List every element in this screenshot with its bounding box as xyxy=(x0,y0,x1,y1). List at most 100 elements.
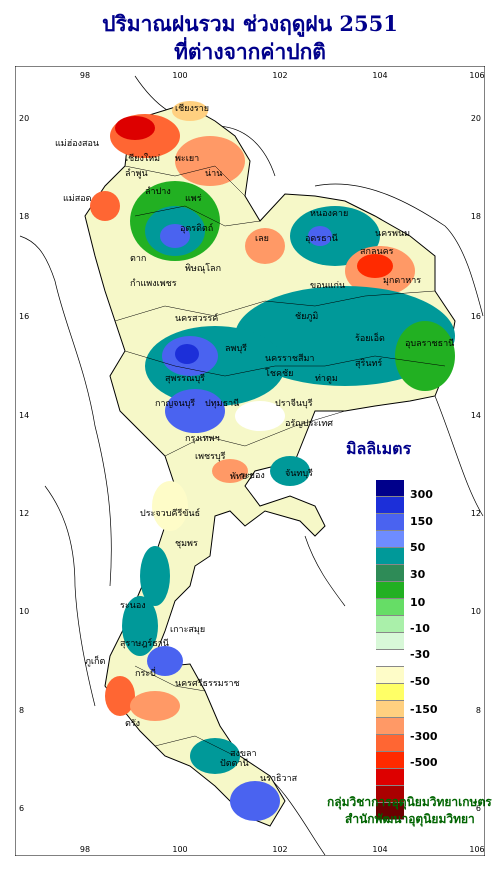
place-label: ลำพูน xyxy=(125,168,148,179)
place-label: ตาก xyxy=(130,254,146,264)
place-label: เชียงราย xyxy=(175,103,209,114)
place-label: ภูเก็ต xyxy=(85,654,105,667)
y-tick-left-16: 16 xyxy=(19,312,29,321)
place-label: สงขลา xyxy=(230,749,257,759)
place-label: โชคชัย xyxy=(265,368,293,379)
legend-label: -300 xyxy=(410,730,438,743)
legend-label: 150 xyxy=(410,515,433,528)
x-tick-bottom-102: 102 xyxy=(272,845,287,854)
place-label: นครพนม xyxy=(375,229,410,239)
map-subtitle: ที่ต่างจากค่าปกติ xyxy=(174,39,326,64)
place-label: อุบลราชธานี xyxy=(405,338,454,349)
legend-swatch xyxy=(376,701,404,718)
legend-swatch xyxy=(376,514,404,531)
y-axis-ticks-left: 20 18 16 14 12 10 8 6 xyxy=(19,114,29,813)
place-label: จันทบุรี xyxy=(285,468,313,479)
anomaly-fields xyxy=(90,101,455,821)
y-tick-left-14: 14 xyxy=(19,411,29,420)
legend-title: มิลลิเมตร xyxy=(346,439,412,458)
place-label: สุราษฎร์ธานี xyxy=(120,637,169,649)
place-label: กาญจนบุรี xyxy=(155,398,195,409)
legend-label: -500 xyxy=(410,756,438,769)
place-label: ร้อยเอ็ด xyxy=(355,331,385,344)
place-label: สุพรรณบุรี xyxy=(165,373,205,384)
place-label: นครสวรรค์ xyxy=(175,312,218,324)
legend-label: -50 xyxy=(410,675,430,688)
place-label: ระนอง xyxy=(120,601,146,611)
place-label: เชียงใหม่ xyxy=(125,153,160,164)
legend-label: 30 xyxy=(410,568,426,581)
place-label: กำแพงเพชร xyxy=(130,278,177,289)
legend-label: -30 xyxy=(410,648,430,661)
place-label: อุดรธานี xyxy=(305,233,338,244)
place-label: เพชรบุรี xyxy=(195,451,226,462)
map-title: ปริมาณฝนรวม ช่วงฤดูฝน 2551 xyxy=(102,11,398,36)
place-label: ระยอง xyxy=(240,471,265,481)
y-tick-right-10: 10 xyxy=(471,607,481,616)
place-label: ท่าตูม xyxy=(315,374,338,384)
place-label: ปทุมธานี xyxy=(205,398,239,409)
place-label: ปราจีนบุรี xyxy=(275,398,313,409)
place-label: มุกดาหาร xyxy=(383,276,421,286)
legend-swatch xyxy=(376,769,404,786)
y-axis-ticks-right: 20 18 16 14 12 10 8 6 xyxy=(471,114,481,813)
place-label: พิษณุโลก xyxy=(185,263,221,274)
y-tick-left-12: 12 xyxy=(19,509,29,518)
y-tick-left-20: 20 xyxy=(19,114,29,123)
legend-swatch xyxy=(376,616,404,633)
x-tick-top-100: 100 xyxy=(172,71,187,80)
x-tick-bottom-104: 104 xyxy=(372,845,387,854)
legend-swatch xyxy=(376,497,404,514)
y-tick-left-18: 18 xyxy=(19,212,29,221)
legend-swatch xyxy=(376,803,404,820)
y-tick-right-16: 16 xyxy=(471,312,481,321)
place-label: แพร่ xyxy=(185,194,202,204)
place-label: นครศรีธรรมราช xyxy=(175,678,240,689)
y-tick-right-20: 20 xyxy=(471,114,481,123)
legend-label: -10 xyxy=(410,622,430,635)
province-borders xyxy=(114,165,446,757)
x-axis-ticks-bottom: 98 100 102 104 106 xyxy=(80,845,485,854)
place-label: กระบี่ xyxy=(135,666,156,679)
x-tick-top-98: 98 xyxy=(80,71,90,80)
place-label: นราธิวาส xyxy=(260,773,298,784)
place-label: หนองคาย xyxy=(310,209,348,219)
place-label: แม่สอด xyxy=(63,194,92,204)
place-label: ชุมพร xyxy=(175,539,198,549)
legend-swatch xyxy=(376,752,404,769)
place-label: ชัยภูมิ xyxy=(295,311,318,322)
legend-swatch xyxy=(376,531,404,548)
legend-swatch xyxy=(376,599,404,616)
place-label: ตรัง xyxy=(125,719,140,729)
y-tick-left-10: 10 xyxy=(19,607,29,616)
place-label: อุตรดิตถ์ xyxy=(180,222,213,234)
x-tick-top-104: 104 xyxy=(372,71,387,80)
credit-line-2: สำนักพัฒนาอุตุนิยมวิทยา xyxy=(345,812,475,826)
legend-swatch xyxy=(376,565,404,582)
legend-swatch xyxy=(376,735,404,752)
legend-swatch xyxy=(376,786,404,803)
x-tick-bottom-106: 106 xyxy=(469,845,484,854)
y-tick-right-14: 14 xyxy=(471,411,481,420)
place-label: สกลนคร xyxy=(360,247,394,257)
legend-swatch xyxy=(376,582,404,599)
legend-swatch xyxy=(376,684,404,701)
legend-label: -150 xyxy=(410,703,438,716)
place-label: แม่ฮ่องสอน xyxy=(55,139,99,149)
place-label: เกาะสมุย xyxy=(170,625,205,635)
x-tick-top-102: 102 xyxy=(272,71,287,80)
place-label: นครราชสีมา xyxy=(265,353,314,364)
place-label: ลพบุรี xyxy=(225,343,247,354)
place-label: อรัญประเทศ xyxy=(285,419,333,429)
x-axis-ticks-top: 98 100 102 104 106 xyxy=(80,71,485,80)
legend-swatch xyxy=(376,650,404,667)
place-label: เลย xyxy=(255,234,269,244)
y-tick-right-8: 8 xyxy=(476,706,481,715)
rainfall-anomaly-map: 98 100 102 104 106 98 100 102 104 106 2018161412… xyxy=(15,66,485,856)
place-label: น่าน xyxy=(205,169,222,179)
credit-line-1: กลุ่มวิชาการอุตุนิยมวิทยาเกษตร xyxy=(327,795,492,809)
legend-swatch xyxy=(376,667,404,684)
y-tick-right-18: 18 xyxy=(471,212,481,221)
place-label: ลำปาง xyxy=(145,186,171,197)
